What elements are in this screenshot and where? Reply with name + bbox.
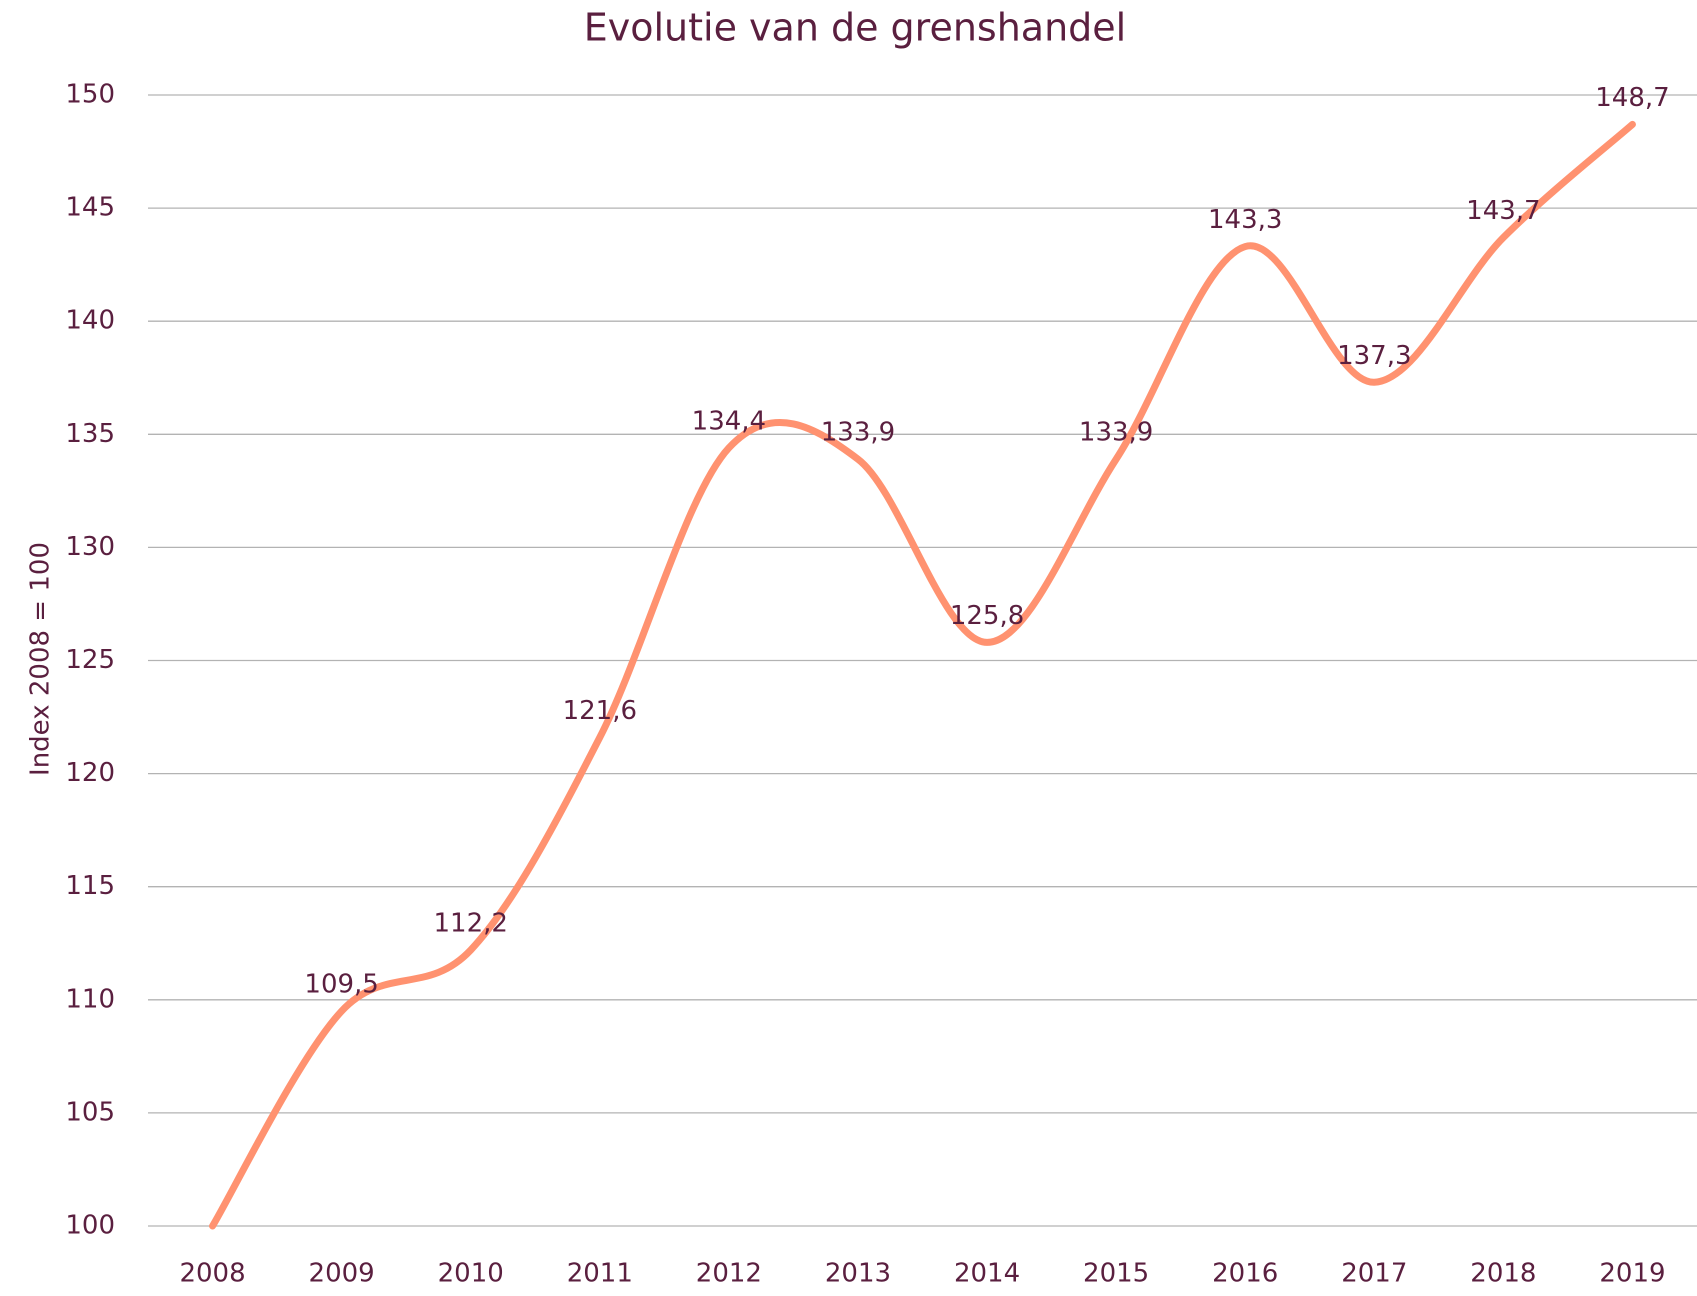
x-tick-label: 2017: [1341, 1259, 1407, 1289]
y-tick-label: 100: [65, 1211, 115, 1241]
x-tick-label: 2012: [696, 1259, 762, 1289]
data-label: 137,3: [1337, 341, 1411, 371]
y-tick-label: 140: [65, 306, 115, 336]
y-tick-label: 120: [65, 758, 115, 788]
x-tick-label: 2015: [1083, 1259, 1149, 1289]
x-tick-label: 2011: [567, 1259, 633, 1289]
y-tick-label: 145: [65, 193, 115, 223]
data-label: 148,7: [1595, 83, 1669, 113]
y-tick-label: 125: [65, 645, 115, 675]
x-tick-label: 2010: [438, 1259, 504, 1289]
y-axis-title: Index 2008 = 100: [26, 542, 56, 776]
x-tick-label: 2009: [309, 1259, 375, 1289]
data-label: 133,9: [821, 418, 895, 448]
data-label: 125,8: [950, 601, 1024, 631]
y-tick-label: 130: [65, 532, 115, 562]
line: [209, 120, 1636, 1230]
y-tick-label: 105: [65, 1097, 115, 1127]
data-label: 109,5: [304, 970, 378, 1000]
x-tick-label: 2018: [1470, 1259, 1536, 1289]
x-tick-label: 2014: [954, 1259, 1020, 1289]
y-tick-label: 115: [65, 871, 115, 901]
y-tick-label: 150: [65, 80, 115, 110]
data-label: 112,2: [433, 909, 507, 939]
y-tick-label: 135: [65, 419, 115, 449]
data-label: 121,6: [563, 696, 637, 726]
x-tick-label: 2013: [825, 1259, 891, 1289]
data-label: 134,4: [692, 406, 766, 436]
x-tick-label: 2008: [179, 1259, 245, 1289]
x-tick-label: 2019: [1599, 1259, 1665, 1289]
y-tick-label: 110: [65, 984, 115, 1014]
chart-title: Evolutie van de grenshandel: [584, 6, 1127, 50]
data-label: 143,7: [1466, 196, 1540, 226]
x-tick-label: 2016: [1212, 1259, 1278, 1289]
data-label: 133,9: [1079, 418, 1153, 448]
data-label: 143,3: [1208, 205, 1282, 235]
